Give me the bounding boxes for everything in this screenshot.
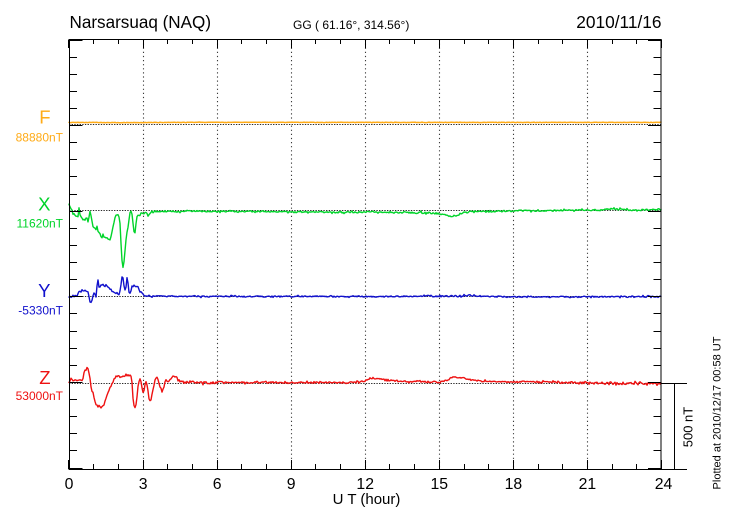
svg-text:18: 18: [505, 476, 523, 493]
svg-text:9: 9: [287, 476, 296, 493]
svg-text:-5330nT: -5330nT: [18, 304, 63, 318]
svg-text:21: 21: [579, 476, 597, 493]
svg-text:24: 24: [655, 476, 673, 493]
svg-text:U T (hour): U T (hour): [333, 491, 401, 508]
svg-text:X: X: [38, 194, 50, 215]
svg-text:500 nT: 500 nT: [681, 407, 696, 448]
svg-text:12: 12: [356, 476, 374, 493]
svg-text:53000nT: 53000nT: [16, 389, 64, 403]
svg-text:6: 6: [213, 476, 222, 493]
svg-text:0: 0: [65, 476, 74, 493]
svg-text:15: 15: [431, 476, 449, 493]
svg-text:2010/11/16: 2010/11/16: [576, 12, 661, 32]
svg-text:Z: Z: [39, 367, 50, 388]
svg-text:3: 3: [139, 476, 148, 493]
svg-text:F: F: [39, 107, 50, 128]
svg-text:Narsarsuaq (NAQ): Narsarsuaq (NAQ): [70, 13, 212, 32]
svg-text:GG ( 61.16°, 314.56°): GG ( 61.16°, 314.56°): [293, 18, 409, 32]
svg-text:11620nT: 11620nT: [17, 217, 64, 231]
svg-text:88880nT: 88880nT: [16, 131, 64, 145]
svg-text:Plotted at 2010/12/17 00:58 UT: Plotted at 2010/12/17 00:58 UT: [712, 336, 724, 489]
svg-text:Y: Y: [38, 280, 50, 301]
